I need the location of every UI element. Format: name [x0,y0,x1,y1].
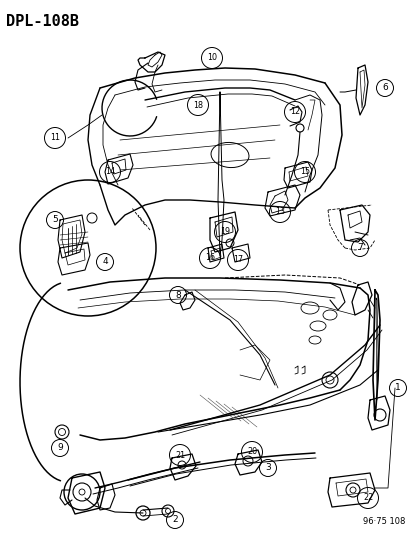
Text: 19: 19 [220,228,230,237]
Text: 11: 11 [50,133,60,142]
Text: 17: 17 [233,255,243,264]
Text: 96·75 108: 96·75 108 [363,517,405,526]
Text: 8: 8 [175,290,181,300]
Text: 6: 6 [382,84,388,93]
Text: 10: 10 [207,53,217,62]
Text: 13: 13 [275,207,285,216]
Text: 4: 4 [102,257,108,266]
Text: 3: 3 [265,464,271,472]
Text: 22: 22 [363,494,373,503]
Text: 5: 5 [52,215,58,224]
Text: 2: 2 [172,515,178,524]
Text: 16: 16 [205,254,215,262]
Text: 21: 21 [175,450,185,459]
Text: 7: 7 [357,244,363,253]
Text: 12: 12 [290,108,300,117]
Text: DPL-108B: DPL-108B [6,14,79,29]
Text: 15: 15 [300,167,310,176]
Text: 18: 18 [193,101,203,109]
Text: 14: 14 [105,167,115,176]
Text: 1: 1 [395,384,401,392]
Text: 20: 20 [247,448,257,456]
Text: 9: 9 [57,443,63,453]
